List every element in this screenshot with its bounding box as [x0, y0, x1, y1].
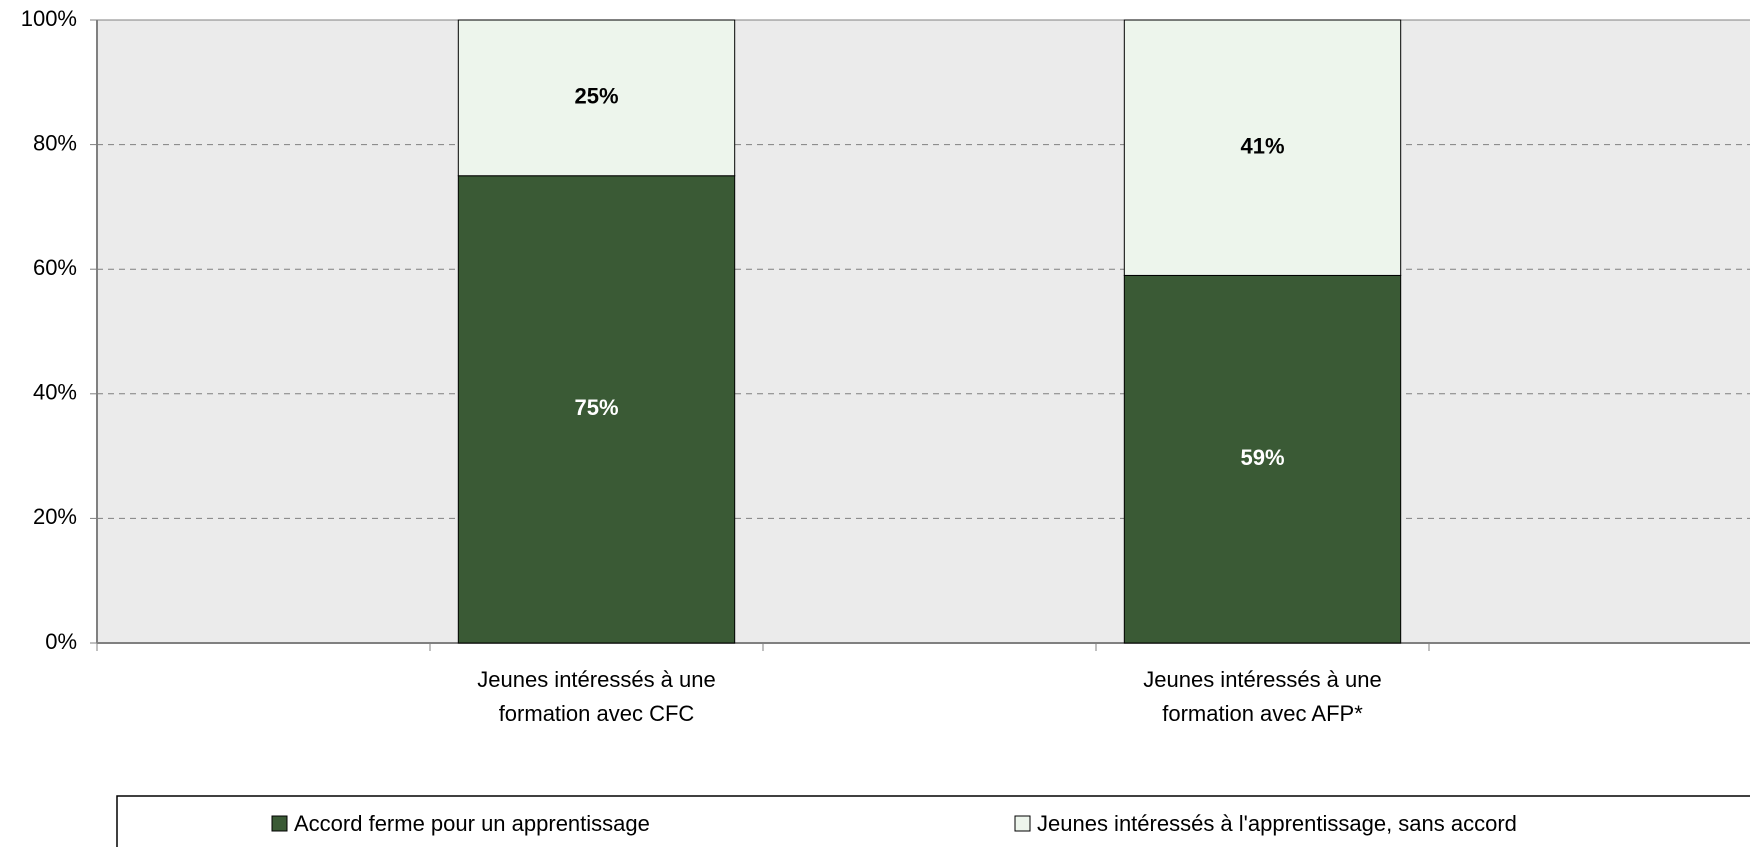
y-tick-label: 40%: [33, 380, 77, 405]
x-tick-label: Jeunes intéressés à une formation avec A…: [1143, 667, 1382, 726]
legend-box: [116, 795, 1750, 847]
bar-segment: [1123, 274, 1402, 644]
legend-label: Jeunes intéressés à l'apprentissage, san…: [1037, 811, 1517, 836]
plot-area: [97, 20, 1750, 643]
legend-label: Accord ferme pour un apprentissage: [294, 811, 650, 836]
data-label: 41%: [1240, 134, 1284, 159]
y-tick-label: 60%: [33, 255, 77, 280]
y-tick-label: 100%: [21, 6, 77, 31]
y-tick-label: 20%: [33, 504, 77, 529]
legend-marker: [271, 815, 288, 832]
data-label: 75%: [574, 395, 618, 420]
x-tick-label: Jeunes intéressés à une formation avec C…: [477, 667, 716, 726]
data-label: 25%: [574, 84, 618, 109]
legend-marker: [1014, 815, 1031, 832]
y-tick-label: 0%: [45, 629, 77, 654]
bar-segment: [457, 19, 736, 177]
y-tick-label: 80%: [33, 130, 77, 155]
data-label: 59%: [1240, 445, 1284, 470]
bar-segment: [1123, 19, 1402, 276]
bar-segment: [457, 175, 736, 644]
